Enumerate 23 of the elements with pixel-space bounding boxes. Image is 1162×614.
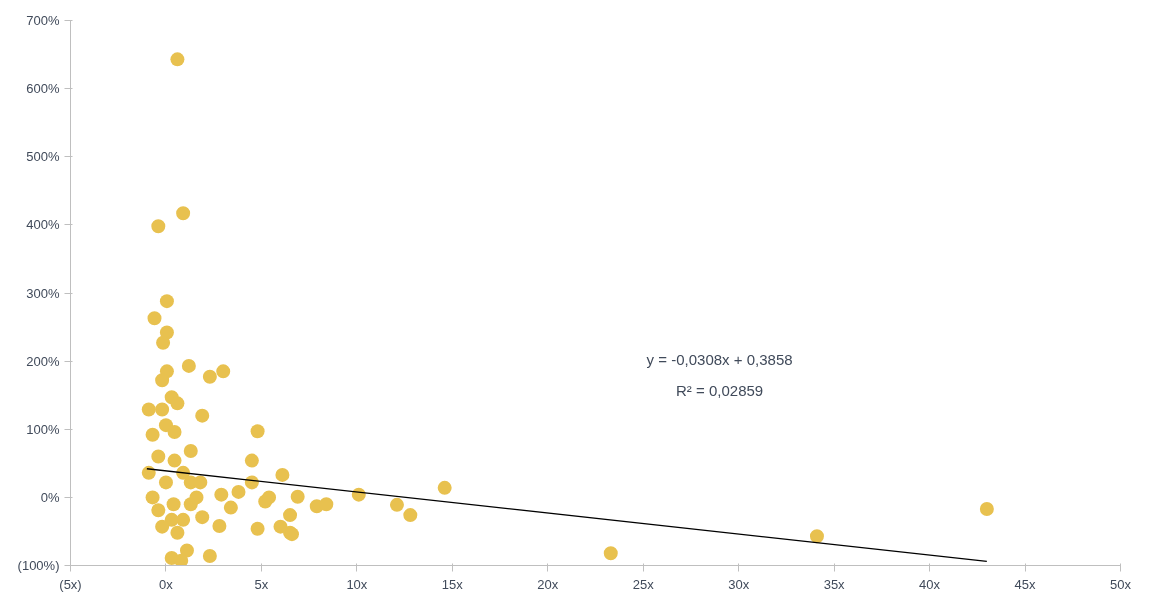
x-tick-label: 40x (919, 576, 941, 592)
x-tick-label: 50x (1110, 576, 1132, 592)
annotation: R² = 0,02859 (676, 381, 764, 399)
y-tick-label: 400% (26, 217, 60, 233)
x-tick-label: 15x (441, 576, 464, 592)
y-tick-label: 600% (26, 81, 60, 97)
y-tick-label: 500% (26, 149, 60, 165)
y-tick-label: 0% (40, 489, 60, 505)
y-tick-label: 300% (26, 285, 60, 301)
annotation: y = -0,0308x + 0,3858 (646, 350, 793, 368)
x-tick-label: 0x (159, 576, 174, 592)
y-tick-label: 200% (26, 353, 60, 369)
x-tick-label: 35x (823, 576, 846, 592)
x-tick-label: 45x (1014, 576, 1037, 592)
x-tick-label: 20x (537, 576, 559, 592)
y-tick-label: 700% (26, 13, 60, 28)
x-tick-label: 10x (346, 576, 368, 592)
x-tick-label: 30x (728, 576, 750, 592)
x-tick-label: 5x (254, 576, 269, 592)
y-tick-label: 100% (26, 421, 60, 437)
y-tick-label: (100%) (17, 558, 60, 573)
x-tick-label: 25x (632, 576, 655, 592)
x-tick-label: (5x) (59, 576, 82, 592)
